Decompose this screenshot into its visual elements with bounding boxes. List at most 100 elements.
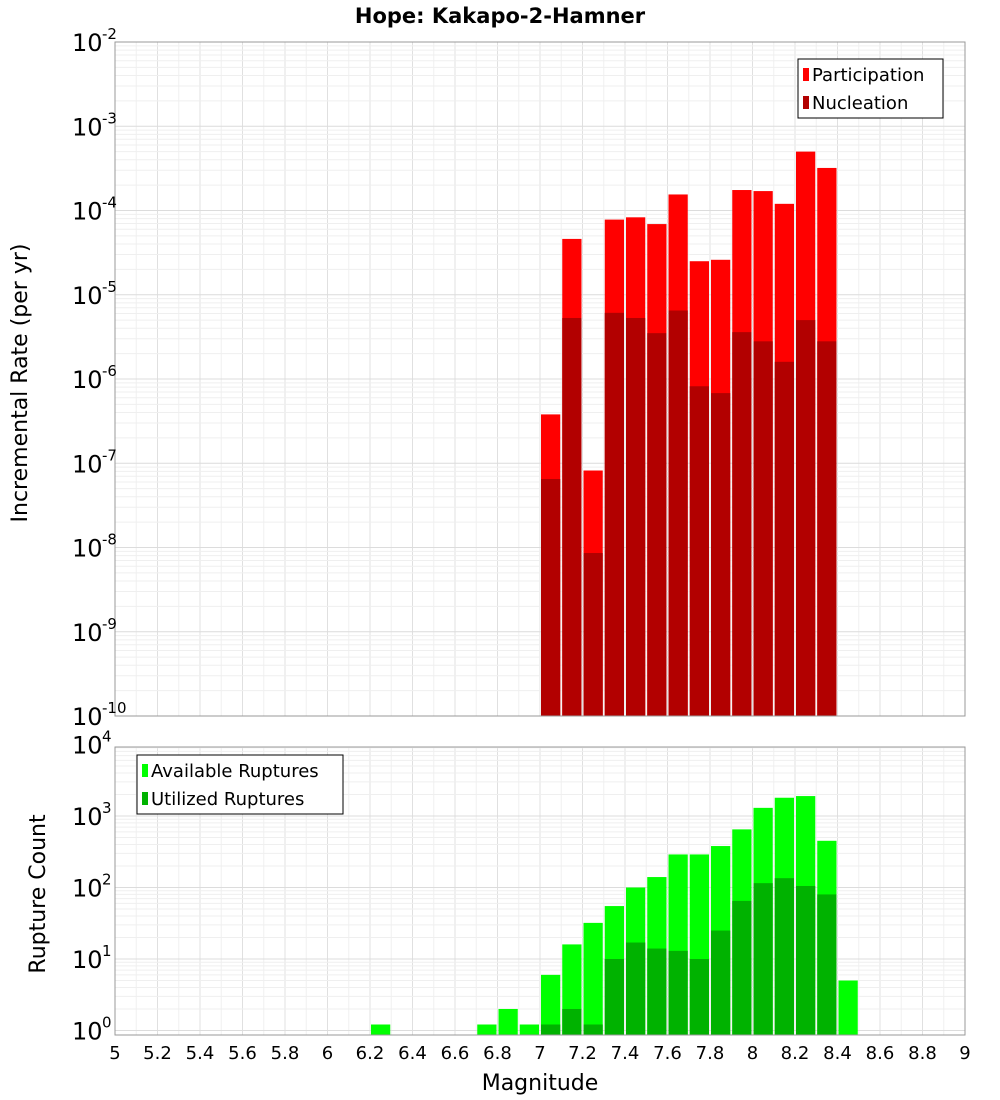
x-tick-label: 8.6	[866, 1043, 895, 1064]
y-tick-exponent: -8	[102, 531, 117, 549]
utilized-ruptures-bar	[668, 950, 688, 1035]
y-tick-exponent: -10	[102, 699, 127, 717]
x-tick-label: 7	[534, 1043, 545, 1064]
y-tick-label: 10	[72, 198, 103, 226]
y-tick-exponent: -4	[102, 194, 117, 212]
legend-swatch	[803, 96, 809, 109]
utilized-ruptures-bar	[711, 930, 731, 1035]
y-tick-exponent: 2	[102, 871, 112, 889]
x-tick-label: 5	[109, 1043, 120, 1064]
x-tick-label: 6	[322, 1043, 333, 1064]
utilized-ruptures-bar	[753, 883, 773, 1035]
legend-label: Available Ruptures	[151, 761, 319, 782]
rate-legend: Participation Nucleation	[797, 58, 944, 119]
nucleation-bar	[583, 553, 603, 716]
utilized-ruptures-bar	[562, 1008, 582, 1035]
x-tick-label: 8.2	[781, 1043, 810, 1064]
rate-gridlines	[114, 42, 966, 717]
x-tick-label: 8.8	[908, 1043, 937, 1064]
legend-box	[136, 754, 344, 815]
rate-bars	[541, 151, 837, 717]
x-tick-label: 8.4	[823, 1043, 852, 1064]
x-tick-label: 7.4	[611, 1043, 640, 1064]
x-tick-label: 5.6	[228, 1043, 257, 1064]
x-tick-label: 5.8	[271, 1043, 300, 1064]
y-tick-label: 10	[72, 732, 103, 760]
chart-title: Hope: Kakapo-2-Hamner	[355, 4, 646, 28]
utilized-ruptures-bar	[732, 900, 752, 1035]
legend-label: Participation	[812, 65, 924, 86]
nucleation-bar	[626, 317, 646, 716]
available-ruptures-bar	[371, 1024, 391, 1035]
count-y-axis-label: Rupture Count	[26, 814, 51, 974]
y-tick-exponent: -9	[102, 615, 117, 633]
magnitude-x-ticks: 5 5.2 5.4 5.6 5.8 6 6.2 6.4 6.6 6.8 7 7.2 7.4 7.6 7.8 8…	[109, 1043, 970, 1064]
available-ruptures-bar	[583, 922, 603, 1035]
utilized-ruptures-bar	[583, 1024, 603, 1035]
x-tick-label: 6.6	[441, 1043, 470, 1064]
y-tick-exponent: -5	[102, 278, 117, 296]
available-ruptures-bar	[477, 1024, 497, 1035]
legend-swatch	[803, 68, 809, 81]
nucleation-bar	[541, 479, 561, 716]
x-axis-label: Magnitude	[482, 1071, 599, 1096]
utilized-ruptures-bar	[647, 948, 667, 1035]
nucleation-bar	[732, 332, 752, 716]
utilized-ruptures-bar	[796, 885, 816, 1035]
x-tick-label: 5.2	[143, 1043, 172, 1064]
utilized-ruptures-bar	[774, 878, 794, 1035]
utilized-ruptures-bar	[626, 942, 646, 1035]
legend-swatch	[142, 764, 148, 777]
available-ruptures-bar	[519, 1024, 539, 1035]
x-tick-label: 9	[959, 1043, 970, 1064]
nucleation-bar	[562, 317, 582, 716]
available-ruptures-bar	[838, 980, 858, 1035]
x-tick-label: 6.2	[356, 1043, 385, 1064]
nucleation-bar	[774, 361, 794, 716]
count-bars	[371, 796, 858, 1035]
count-plot-frame	[114, 746, 966, 1036]
y-tick-label: 10	[72, 29, 103, 57]
x-tick-label: 6.4	[398, 1043, 427, 1064]
legend-label: Nucleation	[812, 93, 908, 114]
y-tick-exponent: 0	[102, 1014, 112, 1032]
available-ruptures-bar	[541, 974, 561, 1035]
utilized-ruptures-bar	[604, 959, 624, 1035]
x-tick-label: 7.6	[653, 1043, 682, 1064]
nucleation-bar	[668, 310, 688, 716]
y-tick-label: 10	[72, 450, 103, 478]
utilized-ruptures-bar	[541, 1024, 561, 1035]
utilized-ruptures-bar	[689, 959, 709, 1035]
y-tick-label: 10	[72, 803, 103, 831]
y-tick-exponent: 1	[102, 942, 112, 960]
x-tick-label: 6.8	[483, 1043, 512, 1064]
y-tick-label: 10	[72, 875, 103, 903]
nucleation-bar	[817, 341, 837, 716]
nucleation-bar	[604, 312, 624, 716]
nucleation-bar	[647, 333, 667, 716]
nucleation-bar	[689, 386, 709, 716]
y-tick-label: 10	[72, 946, 103, 974]
available-ruptures-bar	[498, 1008, 518, 1035]
y-tick-exponent: -7	[102, 446, 117, 464]
rate-plot-frame	[114, 41, 966, 717]
nucleation-bar	[711, 393, 731, 716]
y-tick-exponent: -3	[102, 109, 117, 127]
y-tick-label: 10	[72, 703, 103, 731]
legend-swatch	[142, 792, 148, 805]
y-tick-label: 10	[72, 282, 103, 310]
y-tick-label: 10	[72, 619, 103, 647]
legend-label: Utilized Ruptures	[151, 789, 304, 810]
utilized-ruptures-bar	[817, 894, 837, 1035]
legend-box	[797, 58, 944, 119]
y-tick-label: 10	[72, 535, 103, 563]
y-tick-exponent: -6	[102, 362, 117, 380]
rate-y-axis-label: Incremental Rate (per yr)	[8, 244, 33, 523]
nucleation-bar	[753, 341, 773, 716]
x-tick-label: 8	[747, 1043, 758, 1064]
y-tick-label: 10	[72, 366, 103, 394]
y-tick-label: 10	[72, 113, 103, 141]
